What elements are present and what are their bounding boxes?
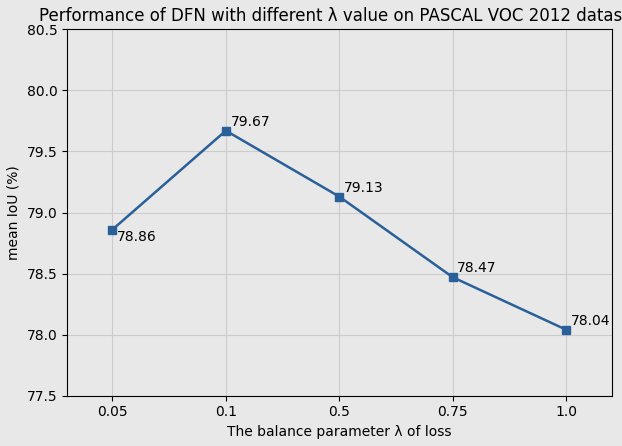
Text: 79.67: 79.67 xyxy=(230,115,270,129)
Y-axis label: mean IoU (%): mean IoU (%) xyxy=(7,165,21,260)
Text: 79.13: 79.13 xyxy=(344,181,384,195)
X-axis label: The balance parameter λ of loss: The balance parameter λ of loss xyxy=(227,425,452,439)
Text: 78.04: 78.04 xyxy=(571,314,610,328)
Title: Performance of DFN with different λ value on PASCAL VOC 2012 dataset: Performance of DFN with different λ valu… xyxy=(39,7,622,25)
Text: 78.47: 78.47 xyxy=(457,261,497,275)
Text: 78.86: 78.86 xyxy=(117,230,157,244)
